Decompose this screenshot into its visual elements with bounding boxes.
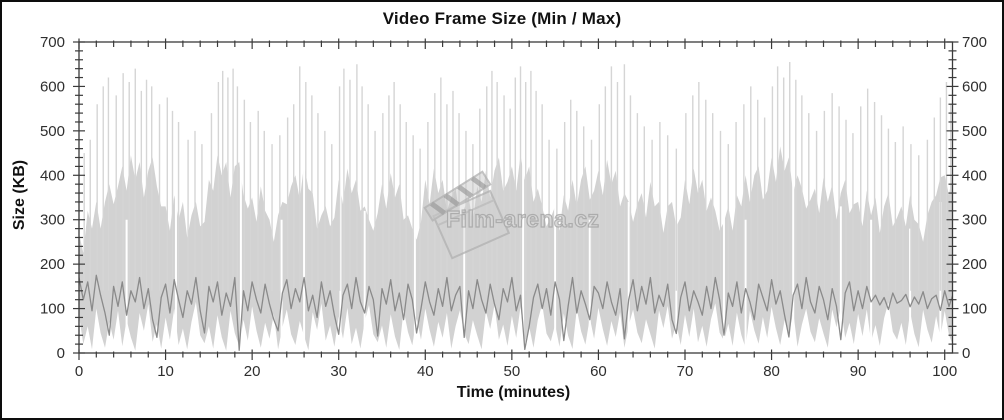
y-tick-label-left: 500 — [40, 123, 65, 140]
y-tick-label-left: 300 — [40, 212, 65, 229]
y-tick-label-right: 700 — [962, 34, 987, 51]
x-tick-label: 30 — [330, 363, 347, 380]
y-tick-label-right: 400 — [962, 167, 987, 184]
y-tick-label-left: 0 — [57, 345, 65, 362]
y-tick-label-left: 600 — [40, 78, 65, 95]
x-tick-label: 20 — [244, 363, 261, 380]
x-tick-label: 80 — [763, 363, 780, 380]
y-tick-label-right: 0 — [962, 345, 970, 362]
y-tick-label-left: 700 — [40, 34, 65, 51]
plot-frame — [78, 41, 954, 354]
y-tick-label-right: 100 — [962, 301, 987, 318]
y-tick-label-right: 600 — [962, 78, 987, 95]
x-tick-label: 50 — [504, 363, 521, 380]
x-tick-label: 10 — [157, 363, 174, 380]
x-tick-label: 0 — [75, 363, 83, 380]
max-series-area — [79, 146, 953, 351]
x-tick-label: 100 — [932, 363, 957, 380]
y-tick-label-right: 300 — [962, 212, 987, 229]
x-axis-label: Time (minutes) — [456, 384, 571, 401]
min-series-line — [79, 274, 953, 351]
y-tick-label-left: 400 — [40, 167, 65, 184]
y-tick-label-left: 200 — [40, 256, 65, 273]
data-layer — [79, 61, 953, 353]
y-tick-label-left: 100 — [40, 301, 65, 318]
x-tick-label: 40 — [417, 363, 434, 380]
x-tick-label: 90 — [850, 363, 867, 380]
x-tick-label: 60 — [590, 363, 607, 380]
chart-title: Video Frame Size (Min / Max) — [382, 9, 622, 28]
y-tick-label-right: 200 — [962, 256, 987, 273]
y-tick-label-right: 500 — [962, 123, 987, 140]
x-tick-label: 70 — [677, 363, 694, 380]
y-axis-label: Size (KB) — [11, 159, 28, 231]
